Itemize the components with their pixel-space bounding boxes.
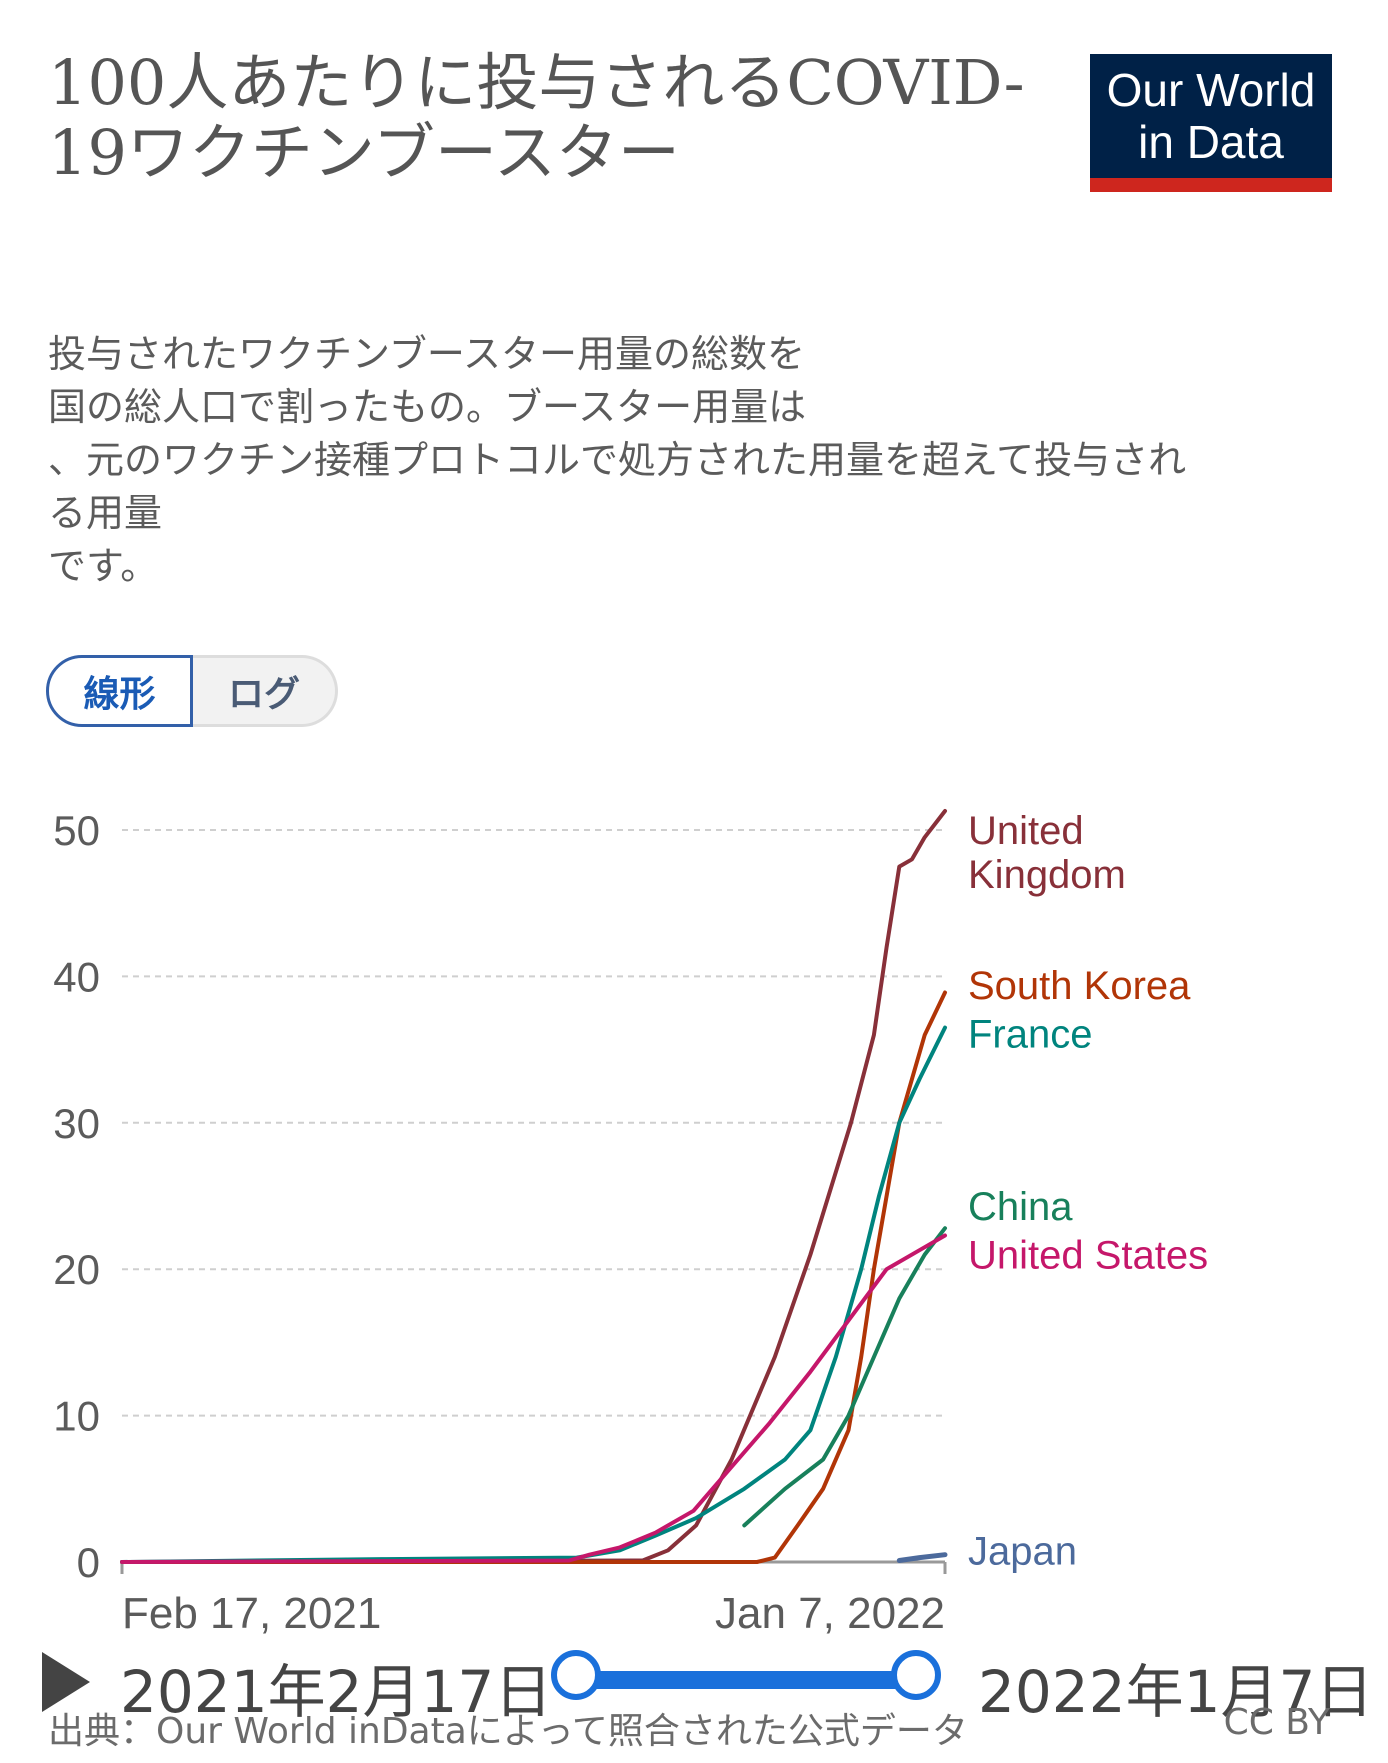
logo-line-1: Our World	[1106, 64, 1316, 116]
series-label-japan: Japan	[968, 1529, 1077, 1573]
log-scale-button[interactable]: ログ	[193, 655, 338, 727]
x-tick-label: Jan 7, 2022	[715, 1589, 945, 1638]
logo-line-2: in Data	[1138, 116, 1284, 168]
timeline-slider-track[interactable]	[577, 1671, 915, 1689]
source-note: 出典：Our World inDataによって照合された公式データ	[48, 1711, 968, 1752]
y-tick-label: 0	[77, 1539, 100, 1586]
chart-title: 100人あたりに投与されるCOVID-19ワクチンブースター	[48, 46, 1025, 189]
x-tick-label: Feb 17, 2021	[122, 1589, 381, 1638]
scale-toggle: 線形 ログ	[46, 655, 338, 731]
series-line-china	[742, 1226, 947, 1528]
y-tick-label: 40	[53, 953, 100, 1000]
timeline-end-date: 2022年1月7日	[978, 1658, 1374, 1726]
logo-red-bar	[1090, 178, 1332, 192]
subtitle-line: です。	[48, 544, 159, 588]
series-line-united-kingdom	[120, 809, 947, 1564]
y-tick-label: 30	[53, 1100, 100, 1147]
chart-subtitle: 投与されたワクチンブースター用量の総数を 国の総人口で割ったもの。ブースター用量…	[48, 328, 1348, 593]
series-label-united-states: United States	[968, 1234, 1208, 1278]
subtitle-line: 国の総人口で割ったもの。ブースター用量は	[48, 385, 807, 429]
series-line-france	[120, 1025, 947, 1564]
timeline-start-date: 2021年2月17日	[120, 1658, 553, 1726]
y-tick-label: 20	[53, 1246, 100, 1293]
y-tick-label: 10	[53, 1393, 100, 1440]
series-label-united-kingdom: United	[968, 809, 1084, 853]
license-link[interactable]: CC BY	[1223, 1702, 1330, 1743]
subtitle-line: 、元のワクチン接種プロトコルで処方された用量を超えて投与され	[48, 438, 1187, 482]
series-label-france: France	[968, 1012, 1093, 1056]
series-line-south-korea	[120, 990, 947, 1564]
owid-logo[interactable]: Our World in Data	[1090, 54, 1332, 192]
y-tick-label: 50	[53, 807, 100, 854]
subtitle-line: 投与されたワクチンブースター用量の総数を	[48, 332, 805, 376]
series-line-japan	[896, 1552, 948, 1563]
subtitle-line: る用量	[48, 491, 163, 535]
timeline-start-handle[interactable]	[551, 1650, 601, 1700]
series-label-united-kingdom: Kingdom	[968, 853, 1126, 897]
series-label-south-korea: South Korea	[968, 964, 1191, 1008]
line-chart: 0 10 20 30 40 50 Feb 17, 2021 Jan 7, 2022 United…	[53, 807, 1208, 1638]
play-icon[interactable]	[42, 1652, 90, 1712]
timeline-end-handle[interactable]	[891, 1650, 941, 1700]
linear-scale-button[interactable]: 線形	[46, 655, 193, 727]
series-label-china: China	[968, 1185, 1073, 1229]
series-line-united-states	[120, 1233, 947, 1564]
